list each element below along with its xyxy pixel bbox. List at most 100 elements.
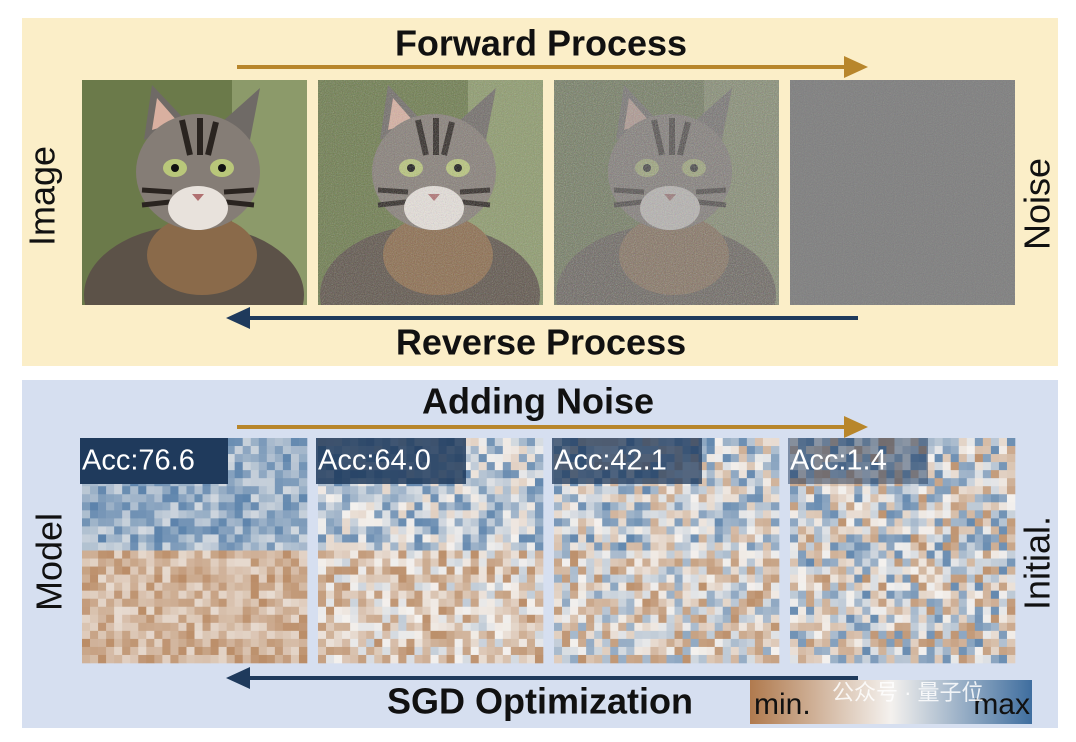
weight-cell — [114, 566, 123, 575]
weight-cell — [626, 502, 635, 511]
weight-cell — [98, 622, 107, 632]
weight-cell — [298, 478, 308, 487]
weight-cell — [966, 446, 976, 455]
weight-cell — [738, 654, 748, 664]
weight-cell — [534, 590, 544, 600]
weight-cell — [170, 646, 179, 656]
weight-cell — [770, 574, 780, 583]
weight-cell — [578, 526, 587, 535]
weight-cell — [806, 630, 815, 640]
weight-cell — [234, 462, 244, 471]
weight-cell — [494, 470, 504, 479]
weight-cell — [762, 478, 772, 487]
weight-cell — [218, 518, 227, 527]
weight-cell — [510, 566, 520, 575]
weight-cell — [430, 526, 439, 535]
weight-cell — [1006, 486, 1016, 495]
weight-cell — [830, 646, 839, 656]
weight-cell — [130, 526, 139, 535]
weight-cell — [838, 606, 847, 616]
weight-cell — [202, 646, 211, 656]
weight-cell — [334, 638, 343, 648]
weight-cell — [926, 462, 935, 471]
weight-cell — [902, 582, 911, 591]
weight-cell — [106, 582, 115, 591]
weight-cell — [586, 574, 595, 583]
weight-cell — [250, 438, 260, 447]
weight-cell — [194, 574, 203, 583]
weight-cell — [634, 606, 643, 616]
weight-cell — [170, 502, 179, 511]
weight-cell — [918, 542, 927, 551]
weight-cell — [106, 534, 115, 543]
weight-cell — [822, 510, 831, 519]
weight-cell — [650, 598, 659, 608]
weight-cell — [210, 638, 219, 648]
weight-cell — [626, 558, 635, 567]
weight-cell — [146, 582, 155, 591]
weight-cell — [634, 534, 643, 543]
weight-cell — [90, 486, 99, 495]
weight-cell — [406, 622, 415, 632]
weight-cell — [770, 550, 780, 559]
weight-cell — [998, 470, 1008, 479]
weight-cell — [226, 502, 235, 511]
weight-cell — [762, 622, 772, 632]
weight-cell — [698, 446, 707, 455]
weight-cell — [274, 550, 284, 559]
weight-cell — [90, 518, 99, 527]
weight-cell — [870, 638, 879, 648]
weight-cell — [830, 582, 839, 591]
weight-cell — [398, 502, 407, 511]
weight-cell — [690, 630, 699, 640]
weight-cell — [194, 542, 203, 551]
weight-cell — [1006, 462, 1016, 471]
weight-cell — [534, 486, 544, 495]
weight-cell — [722, 534, 732, 543]
weight-cell — [98, 542, 107, 551]
weight-cell — [518, 462, 528, 471]
weight-cell — [650, 590, 659, 600]
weight-cell — [178, 582, 187, 591]
weight-cell — [218, 638, 227, 648]
weight-cell — [854, 574, 863, 583]
weight-cell — [510, 486, 520, 495]
weight-cell — [358, 654, 367, 664]
weight-cell — [722, 646, 732, 656]
weight-cell — [454, 606, 463, 616]
weight-cell — [730, 590, 740, 600]
weight-cell — [982, 470, 992, 479]
watermark: 公众号 · 量子位 — [832, 680, 984, 705]
weight-cell — [218, 590, 227, 600]
weight-cell — [146, 558, 155, 567]
weight-cell — [374, 526, 383, 535]
weight-cell — [242, 462, 252, 471]
weight-cell — [526, 446, 536, 455]
weight-cell — [390, 534, 399, 543]
weight-cell — [282, 630, 292, 640]
weight-cell — [854, 494, 863, 503]
weight-cell — [846, 654, 855, 664]
weight-cell — [650, 614, 659, 624]
weight-cell — [194, 654, 203, 664]
weight-cell — [446, 614, 455, 624]
weight-cell — [966, 542, 976, 551]
weight-cell — [958, 638, 968, 648]
weight-cell — [170, 510, 179, 519]
weight-cell — [186, 558, 195, 567]
weight-cell — [374, 590, 383, 600]
weight-cell — [822, 638, 831, 648]
weight-cell — [934, 558, 943, 567]
weight-cell — [210, 486, 219, 495]
weight-cell — [298, 582, 308, 591]
weight-cell — [554, 574, 563, 583]
weight-cell — [406, 526, 415, 535]
weight-cell — [990, 462, 1000, 471]
weight-cell — [274, 462, 284, 471]
weight-cell — [658, 614, 667, 624]
weight-cell — [830, 542, 839, 551]
weight-cell — [990, 518, 1000, 527]
weight-cell — [534, 638, 544, 648]
weight-cell — [510, 646, 520, 656]
weight-cell — [698, 526, 707, 535]
